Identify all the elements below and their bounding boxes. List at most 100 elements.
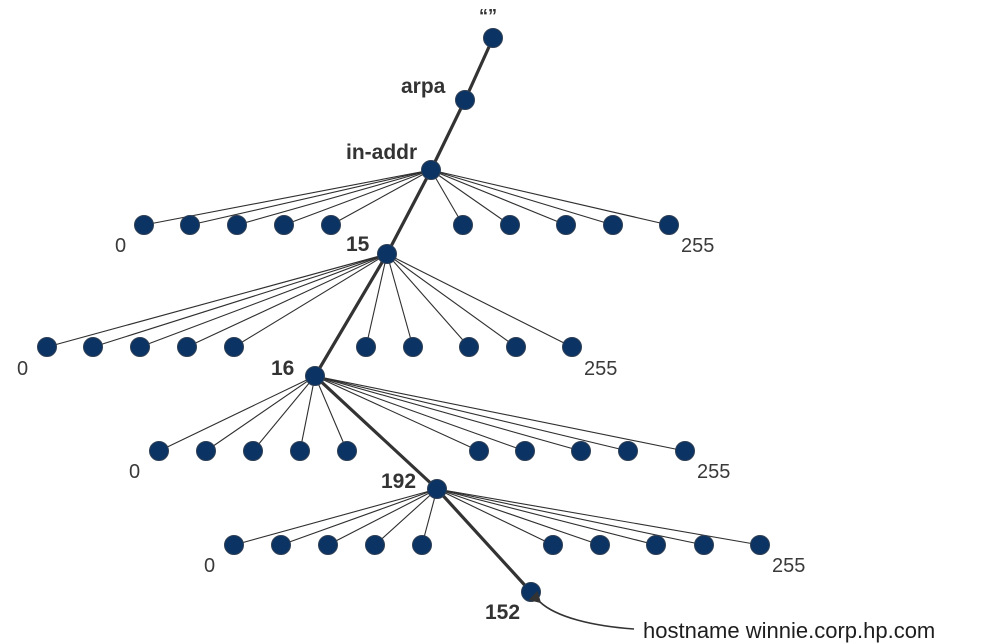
edge xyxy=(436,488,705,546)
level2-path-label: 16 xyxy=(271,357,294,380)
level1-node xyxy=(453,215,473,235)
edge xyxy=(252,375,316,452)
edge xyxy=(92,253,388,348)
edge xyxy=(365,253,388,348)
level3-path-label: 192 xyxy=(381,470,416,493)
path-edge xyxy=(385,168,433,256)
leaf-label: 152 xyxy=(485,601,520,624)
edge xyxy=(330,169,432,226)
level4-node xyxy=(412,535,432,555)
level1-node xyxy=(500,215,520,235)
edge xyxy=(280,488,438,546)
level1-node xyxy=(134,215,154,235)
edge xyxy=(314,375,526,452)
root-node xyxy=(483,28,503,48)
path-edge xyxy=(463,36,495,102)
arpa-node xyxy=(455,90,475,110)
edge xyxy=(236,169,432,226)
arpa-label: arpa xyxy=(401,75,446,98)
edge xyxy=(283,169,432,226)
level3-node xyxy=(337,441,357,461)
edge xyxy=(430,169,511,226)
level3-first-label: 0 xyxy=(129,461,140,483)
level2-node xyxy=(177,337,197,357)
edge xyxy=(46,253,388,348)
edge xyxy=(139,253,388,348)
level4-node xyxy=(271,535,291,555)
edge xyxy=(386,253,573,348)
edge xyxy=(186,253,388,348)
node-16 xyxy=(305,366,325,386)
edge xyxy=(327,488,438,546)
level4-node xyxy=(543,535,563,555)
level4-node xyxy=(365,535,385,555)
level3-node xyxy=(515,441,535,461)
path-edge xyxy=(313,252,389,378)
edge xyxy=(430,169,670,226)
hostname-text: hostname winnie.corp.hp.com xyxy=(643,618,935,643)
level3-last-label: 255 xyxy=(697,461,730,483)
level1-node xyxy=(274,215,294,235)
level2-node xyxy=(459,337,479,357)
edge xyxy=(233,253,388,348)
level2-node xyxy=(403,337,423,357)
level3-node xyxy=(618,441,638,461)
edge xyxy=(314,375,582,452)
level3-node xyxy=(675,441,695,461)
level2-node xyxy=(224,337,244,357)
in-addr-label: in-addr xyxy=(346,141,417,164)
level1-first-label: 0 xyxy=(115,235,126,257)
edge xyxy=(386,253,517,348)
level4-node xyxy=(646,535,666,555)
level3-node xyxy=(243,441,263,461)
edge xyxy=(314,375,686,452)
level1-node xyxy=(556,215,576,235)
level2-node xyxy=(506,337,526,357)
level1-node xyxy=(659,215,679,235)
root-label: “” xyxy=(479,6,497,26)
edge xyxy=(189,169,432,226)
path-edge xyxy=(313,374,439,491)
edge xyxy=(386,253,470,348)
annotation-arrow xyxy=(528,590,635,630)
level4-last-label: 255 xyxy=(772,555,805,577)
level3-node xyxy=(196,441,216,461)
level2-node xyxy=(356,337,376,357)
node-192 xyxy=(427,479,447,499)
level2-node xyxy=(37,337,57,357)
level2-node xyxy=(562,337,582,357)
edge xyxy=(436,488,657,546)
edge xyxy=(430,169,567,226)
level4-node xyxy=(318,535,338,555)
edge xyxy=(314,375,629,452)
edge xyxy=(233,488,438,546)
edge xyxy=(205,375,316,452)
node-152 xyxy=(521,582,541,602)
edge xyxy=(386,253,414,348)
edge xyxy=(158,375,316,452)
level3-node xyxy=(469,441,489,461)
level2-first-label: 0 xyxy=(17,358,28,380)
level4-first-label: 0 xyxy=(204,555,215,577)
path-edge xyxy=(429,98,467,172)
in-addr-node xyxy=(421,160,441,180)
level4-node xyxy=(694,535,714,555)
level2-last-label: 255 xyxy=(584,358,617,380)
level2-node xyxy=(83,337,103,357)
tree-labels: “” arpa in-addr 0 15 255 0 16 255 0 192 … xyxy=(17,6,805,624)
level2-node xyxy=(130,337,150,357)
level3-node xyxy=(149,441,169,461)
edge xyxy=(374,488,438,546)
lookup-path xyxy=(313,36,533,594)
level4-node xyxy=(224,535,244,555)
level4-node xyxy=(590,535,610,555)
edge xyxy=(436,488,601,546)
edge xyxy=(430,169,614,226)
edge xyxy=(314,375,348,452)
level4-node xyxy=(750,535,770,555)
level1-node xyxy=(321,215,341,235)
level3-node xyxy=(571,441,591,461)
level1-node xyxy=(180,215,200,235)
level1-path-label: 15 xyxy=(346,233,370,256)
